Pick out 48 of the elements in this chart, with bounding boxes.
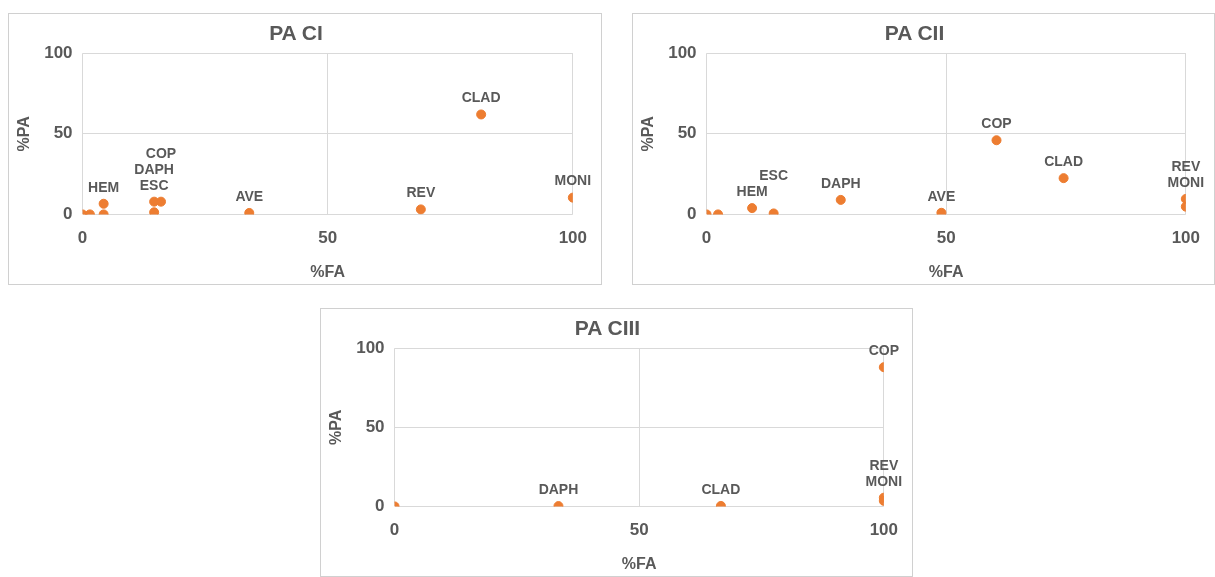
- annotation: MONI: [865, 472, 903, 489]
- x-axis-title: %FA: [310, 262, 346, 280]
- x-tick-label: 0: [701, 228, 712, 248]
- x-tick-label: 0: [77, 228, 88, 248]
- annotation: MONI: [1167, 173, 1205, 190]
- y-tick-label: 100: [44, 42, 73, 62]
- y-tick-label: 100: [356, 337, 385, 357]
- x-tick-label: 0: [389, 520, 400, 540]
- annotation: HEM: [736, 182, 768, 199]
- x-tick-label: 100: [558, 228, 588, 248]
- chart-title: PA CIII: [574, 316, 641, 340]
- chart-title: PA CI: [269, 21, 323, 45]
- y-axis-title: %PA: [639, 115, 657, 152]
- x-tick-label: 100: [869, 520, 899, 540]
- annotation: ESC: [139, 176, 169, 193]
- annotation: CLAD: [461, 89, 501, 106]
- y-tick-label: 0: [687, 204, 697, 224]
- y-tick-label: 50: [677, 123, 697, 143]
- annotation: REV: [406, 184, 436, 201]
- y-tick-label: 0: [375, 496, 385, 516]
- annotation: AVE: [235, 187, 264, 204]
- annotation: CLAD: [1044, 152, 1084, 169]
- x-tick-label: 50: [936, 228, 956, 248]
- chart-title: PA CII: [884, 21, 945, 45]
- x-tick-label: 100: [1171, 228, 1201, 248]
- y-tick-label: 0: [63, 204, 73, 224]
- annotation: REV: [869, 456, 899, 473]
- annotation: COP: [981, 115, 1012, 132]
- annotation: DAPH: [538, 480, 579, 497]
- y-tick-label: 50: [365, 416, 385, 436]
- annotation: MONI: [554, 172, 592, 189]
- y-axis-title: %PA: [15, 115, 33, 152]
- x-tick-label: 50: [318, 228, 338, 248]
- annotation: COP: [145, 144, 177, 161]
- annotation: ESC: [759, 166, 789, 183]
- annotation: HEM: [88, 178, 120, 195]
- x-axis-title: %FA: [621, 554, 657, 572]
- annotation: AVE: [927, 187, 956, 204]
- annotation: DAPH: [134, 160, 174, 177]
- y-axis-title: %PA: [327, 409, 345, 445]
- y-tick-label: 50: [53, 123, 73, 143]
- x-axis-title: %FA: [928, 262, 964, 280]
- annotation: COP: [868, 342, 899, 359]
- annotation: REV: [1171, 157, 1201, 174]
- annotation: DAPH: [820, 174, 861, 191]
- x-tick-label: 50: [629, 520, 649, 540]
- annotation: CLAD: [701, 480, 741, 497]
- y-tick-label: 100: [668, 42, 697, 62]
